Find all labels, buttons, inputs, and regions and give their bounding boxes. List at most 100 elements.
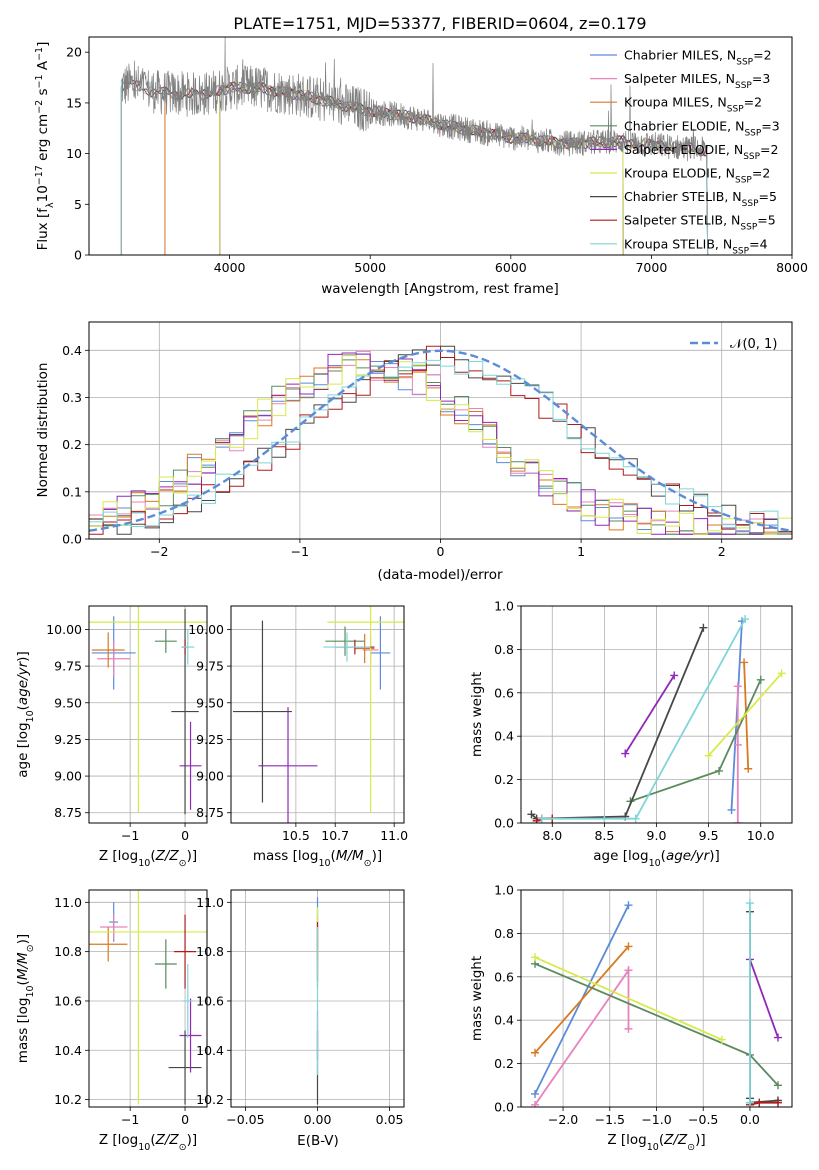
plot-area (521, 890, 792, 1107)
weight-point-marker (699, 623, 708, 632)
errorbar-point (99, 914, 128, 940)
errorbar-point (179, 721, 202, 810)
x-tick-label: −0.5 (688, 1112, 718, 1127)
panel-7: −2.0 −1.5 −1.0 −0.5 0.0 0.0 0.2 0.4 0.6 0.8 1.0 Z [… (469, 883, 793, 1153)
legend-nssp-prefix: , N (718, 71, 735, 86)
label-part: −1 (34, 74, 45, 88)
weight-series-line (534, 945, 630, 1054)
x-tick-label: −1 (121, 828, 139, 843)
legend-nssp-val: = (753, 48, 763, 63)
legend-nssp-val: = (749, 236, 759, 251)
weight-series-line (541, 618, 746, 820)
errorbar-point (323, 632, 371, 662)
weight-series-line (707, 672, 783, 757)
axes-frame (88, 36, 793, 256)
y-tick-label: 0.4 (494, 729, 514, 744)
weight-point-marker (733, 740, 742, 749)
label-part: 10 (318, 858, 330, 869)
weight-point-marker (740, 658, 749, 667)
y-tick-label: 10.8 (196, 944, 224, 959)
legend-nssp-sub: SSP (735, 81, 752, 91)
y-tick-label: 9.00 (54, 769, 82, 784)
legend-nssp-num: 3 (772, 118, 780, 133)
label-part: Z [log (99, 848, 138, 864)
label-part: Z/Z (663, 1132, 688, 1148)
label-part: ⊙ (179, 858, 187, 869)
errorbar-point (370, 616, 391, 690)
label-part: ( (661, 848, 666, 864)
axes-frame (88, 605, 208, 824)
x-tick-label: 6000 (495, 260, 527, 275)
x-tick-label: 0 (181, 1112, 189, 1127)
y-tick-label: 0.8 (494, 926, 514, 941)
model-spectrum-line (120, 80, 709, 255)
x-tick-label: 8000 (776, 260, 808, 275)
weight-point-marker (600, 814, 609, 823)
plot-area (231, 890, 404, 1107)
label-part: age/yr (15, 660, 31, 705)
x-axis-label: Z [log10(Z/Z⊙)] (99, 848, 197, 869)
errorbar-point (89, 606, 207, 813)
legend-nssp-sub: SSP (744, 128, 761, 138)
legend-nssp-prefix: , N (724, 189, 741, 204)
y-tick-label: 9.75 (54, 659, 82, 674)
model-spectrum-line (120, 79, 709, 255)
x-tick-label: −1 (291, 544, 309, 559)
label-part: )] (187, 1132, 198, 1148)
legend-model: Salpeter ELODIE (624, 142, 726, 157)
legend-nssp-num: 2 (754, 95, 762, 110)
label-part: M/M (15, 952, 31, 980)
y-tick-label: 0.0 (494, 816, 514, 831)
x-tick-label: 8.5 (594, 828, 614, 843)
histogram-step (89, 359, 792, 535)
histogram-step (89, 355, 792, 535)
weight-point-marker (531, 1089, 540, 1098)
x-axis-label: Z [log10(Z/Z⊙)] (99, 1132, 197, 1153)
x-axis-label: E(B-V) (297, 1133, 339, 1149)
errorbar-point (174, 914, 197, 989)
legend-nssp-prefix: , N (715, 236, 732, 251)
label-part: ( (15, 705, 31, 710)
y-tick-label: 10.6 (196, 993, 224, 1008)
label-part: 10 (25, 710, 36, 722)
label-part: 10 (138, 1142, 150, 1153)
label-part: erg cm (35, 114, 51, 165)
label-part: age [log (593, 848, 648, 864)
weight-point-marker (527, 810, 536, 819)
label-part: age/yr (666, 848, 711, 864)
x-tick-label: 5000 (354, 260, 386, 275)
weight-point-marker (777, 669, 786, 678)
x-axis-label: Z [log10(Z/Z⊙)] (607, 1132, 705, 1153)
y-tick-label: 0.0 (62, 532, 82, 547)
x-tick-label: −1.5 (595, 1112, 625, 1127)
y-tick-label: 15 (66, 95, 82, 110)
errorbar-point (232, 620, 292, 803)
legend-nssp-prefix: , N (718, 166, 735, 181)
legend-nssp-sub: SSP (743, 152, 760, 162)
errorbar-point (89, 890, 207, 1105)
legend-nssp-sub: SSP (732, 246, 749, 256)
y-tick-label: 9.00 (196, 769, 224, 784)
x-tick-label: 0 (437, 544, 445, 559)
axes-frame (230, 889, 405, 1108)
x-tick-label: 1 (577, 544, 585, 559)
legend-nssp-val: = (760, 142, 770, 157)
label-part: −1 (34, 47, 45, 61)
label-part: λ (45, 202, 56, 208)
weight-series-line (624, 674, 675, 755)
x-tick-label: 7000 (635, 260, 667, 275)
legend-label: Kroupa STELIB, NSSP=4 (624, 236, 768, 256)
label-part: 10 (138, 858, 150, 869)
y-tick-label: 0.0 (494, 1100, 514, 1115)
panel-5: −1 010.210.410.610.811.0Z [log10(Z/Z⊙)]ma… (15, 889, 208, 1153)
weight-point-marker (631, 814, 640, 823)
y-tick-label: 1.0 (494, 883, 514, 898)
legend-nssp-num: 2 (762, 166, 770, 181)
y-tick-label: 0.4 (62, 343, 82, 358)
errorbar-point (182, 963, 194, 1038)
y-tick-label: 10 (66, 146, 82, 161)
y-axis-label: mass [log10(M/M⊙)] (15, 934, 36, 1063)
label-part: 10 (35, 185, 51, 202)
legend-nssp-prefix: , N (719, 48, 736, 63)
weight-point-marker (532, 816, 541, 823)
